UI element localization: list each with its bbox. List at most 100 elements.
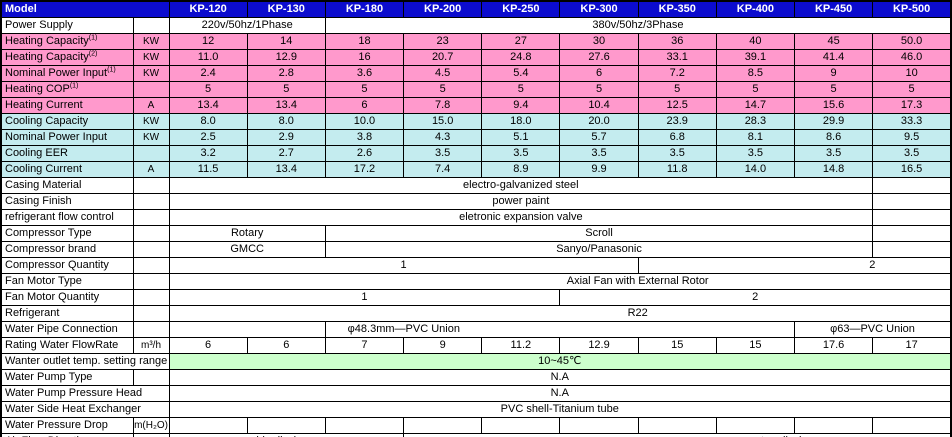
- value-cell: [872, 417, 952, 434]
- table-row: Cooling Current A 11.5 13.4 17.2 7.4 8.9 9.9 11.…: [1, 161, 952, 178]
- value-cell: 14.8: [794, 161, 874, 178]
- value-cell: top discharge: [638, 433, 952, 437]
- row-label: Rating Water FlowRate: [1, 337, 134, 354]
- table-row: Water Pipe Connection φ48.3mm—PVC Union φ6…: [1, 321, 952, 338]
- value-cell: 12.9: [559, 337, 639, 354]
- row-label: refrigerant flow control: [1, 209, 134, 226]
- value-cell: [169, 273, 326, 290]
- value-cell: 7.2: [638, 65, 717, 82]
- value-cell: 17.3: [872, 97, 952, 114]
- value-cell: 41.4: [794, 49, 874, 66]
- value-cell: 5: [872, 81, 952, 98]
- column-header: KP-180: [325, 1, 405, 18]
- row-unit: [133, 241, 170, 258]
- value-cell: [481, 417, 561, 434]
- model-header: Model: [1, 1, 170, 18]
- value-cell: [716, 417, 796, 434]
- value-cell: 10.4: [559, 97, 639, 114]
- value-cell: 40: [716, 33, 796, 50]
- row-label: Wanter outlet temp. setting range: [1, 353, 170, 370]
- value-cell: 27.6: [559, 49, 639, 66]
- row-unit: KW: [133, 113, 170, 130]
- value-cell: [872, 225, 952, 242]
- value-cell: 5: [638, 81, 717, 98]
- table-row: Heating Current A 13.4 13.4 6 7.8 9.4 10.4 12.5 1…: [1, 97, 952, 114]
- value-cell: 12: [169, 33, 248, 50]
- value-cell: 16.5: [872, 161, 952, 178]
- row-unit: [133, 193, 170, 210]
- label-footnote: (1): [107, 66, 116, 74]
- row-label: Water Pipe Connection: [1, 321, 134, 338]
- column-header: KP-300: [559, 1, 639, 18]
- column-header: KP-120: [169, 1, 248, 18]
- row-unit: m³/h: [133, 337, 170, 354]
- value-cell: 13.4: [169, 97, 248, 114]
- table-row: Casing Material electro-galvanized steel: [1, 177, 952, 194]
- row-unit: [133, 81, 170, 98]
- value-cell: 23.9: [638, 113, 717, 130]
- value-cell: [872, 177, 952, 194]
- value-cell: 5: [716, 81, 796, 98]
- value-cell: 4.3: [403, 129, 483, 146]
- value-cell: 6: [247, 337, 326, 354]
- table-row: Compressor Type Rotary Scroll: [1, 225, 952, 242]
- value-cell: 46.0: [872, 49, 952, 66]
- value-cell: 7.8: [403, 97, 483, 114]
- row-unit: [133, 17, 170, 34]
- table-row: Heating COP(1) 5 5 5 5 5 5 5 5 5 5: [1, 81, 952, 98]
- row-unit: [133, 273, 170, 290]
- value-cell: [403, 433, 639, 437]
- table-row: Cooling Capacity KW 8.0 8.0 10.0 15.0 18.0 20.0…: [1, 113, 952, 130]
- value-cell: 11.5: [169, 161, 248, 178]
- value-cell: 14.7: [716, 97, 796, 114]
- row-label: Compressor Quantity: [1, 257, 134, 274]
- row-label: Water Pressure Drop: [1, 417, 134, 434]
- row-unit: KW: [133, 129, 170, 146]
- value-cell: 13.4: [247, 97, 326, 114]
- value-cell: [872, 209, 952, 226]
- row-label: Heating Capacity(1): [1, 33, 134, 50]
- value-cell: 8.1: [716, 129, 796, 146]
- value-cell: 45: [794, 33, 874, 50]
- value-cell: 6.8: [638, 129, 717, 146]
- value-cell: N.A: [169, 369, 952, 386]
- value-cell: 8.9: [481, 161, 561, 178]
- table-row: Air Flow Direction side discharge top disc…: [1, 433, 952, 437]
- value-cell: 12.9: [247, 49, 326, 66]
- value-cell: 18.0: [481, 113, 561, 130]
- value-cell: 13.4: [247, 161, 326, 178]
- row-label: Water Pump Pressure Head: [1, 385, 170, 402]
- column-header: KP-450: [794, 1, 874, 18]
- value-cell: 11.8: [638, 161, 717, 178]
- value-cell: 15.6: [794, 97, 874, 114]
- value-cell: 5.4: [481, 65, 561, 82]
- row-unit: A: [133, 161, 170, 178]
- value-cell: 33.1: [638, 49, 717, 66]
- value-cell: eletronic expansion valve: [169, 209, 874, 226]
- value-cell: 220v/50hz/1Phase: [169, 17, 326, 34]
- value-cell: 6: [325, 97, 405, 114]
- value-cell: side discharge: [169, 433, 405, 437]
- row-label: Compressor brand: [1, 241, 134, 258]
- value-cell: 2.7: [247, 145, 326, 162]
- value-cell: GMCC: [169, 241, 326, 258]
- value-cell: 10~45℃: [169, 353, 952, 370]
- value-cell: 27: [481, 33, 561, 50]
- label-footnote: (1): [69, 82, 79, 90]
- header-row: Model KP-120 KP-130 KP-180 KP-200 KP-250 KP-30…: [1, 1, 952, 18]
- value-cell: [638, 417, 717, 434]
- value-cell: 2.5: [169, 129, 248, 146]
- value-cell: [247, 417, 326, 434]
- value-cell: 9.5: [872, 129, 952, 146]
- value-cell: 10.0: [325, 113, 405, 130]
- value-cell: 2: [794, 257, 952, 274]
- value-cell: [794, 417, 874, 434]
- row-label: Casing Finish: [1, 193, 134, 210]
- table-row: Cooling EER 3.2 2.7 2.6 3.5 3.5 3.5 3.5 3.5 3.5 3.…: [1, 145, 952, 162]
- value-cell: 33.3: [872, 113, 952, 130]
- row-unit: [133, 257, 170, 274]
- row-label: Water Side Heat Exchanger: [1, 401, 170, 418]
- value-cell: 15: [716, 337, 796, 354]
- column-header: KP-500: [872, 1, 952, 18]
- value-cell: 3.5: [481, 145, 561, 162]
